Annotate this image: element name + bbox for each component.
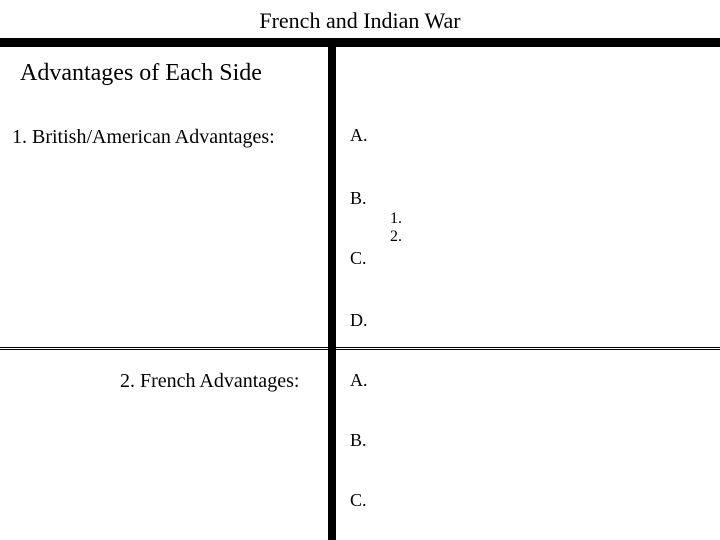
row-1-item-B-sub-2: 2. [390, 228, 402, 246]
vertical-divider [328, 47, 336, 540]
row-2-item-B: B. [350, 430, 367, 451]
section-subtitle: Advantages of Each Side [20, 60, 262, 87]
page: French and Indian War Advantages of Each… [0, 0, 720, 540]
row-1-item-B-sub-1: 1. [390, 210, 402, 228]
top-thick-rule [0, 38, 720, 47]
row-1-item-A: A. [350, 125, 368, 146]
row-1-item-D: D. [350, 310, 368, 331]
row-divider-line-1 [0, 347, 720, 348]
row-2-item-C: C. [350, 490, 367, 511]
row-1-label: 1. British/American Advantages: [12, 126, 275, 149]
row-1-item-C: C. [350, 248, 367, 269]
row-1-item-B: B. [350, 188, 367, 209]
row-2-item-A: A. [350, 370, 368, 391]
row-divider-line-2 [0, 349, 720, 350]
row-2-label: 2. French Advantages: [120, 370, 299, 393]
page-title: French and Indian War [0, 8, 720, 34]
